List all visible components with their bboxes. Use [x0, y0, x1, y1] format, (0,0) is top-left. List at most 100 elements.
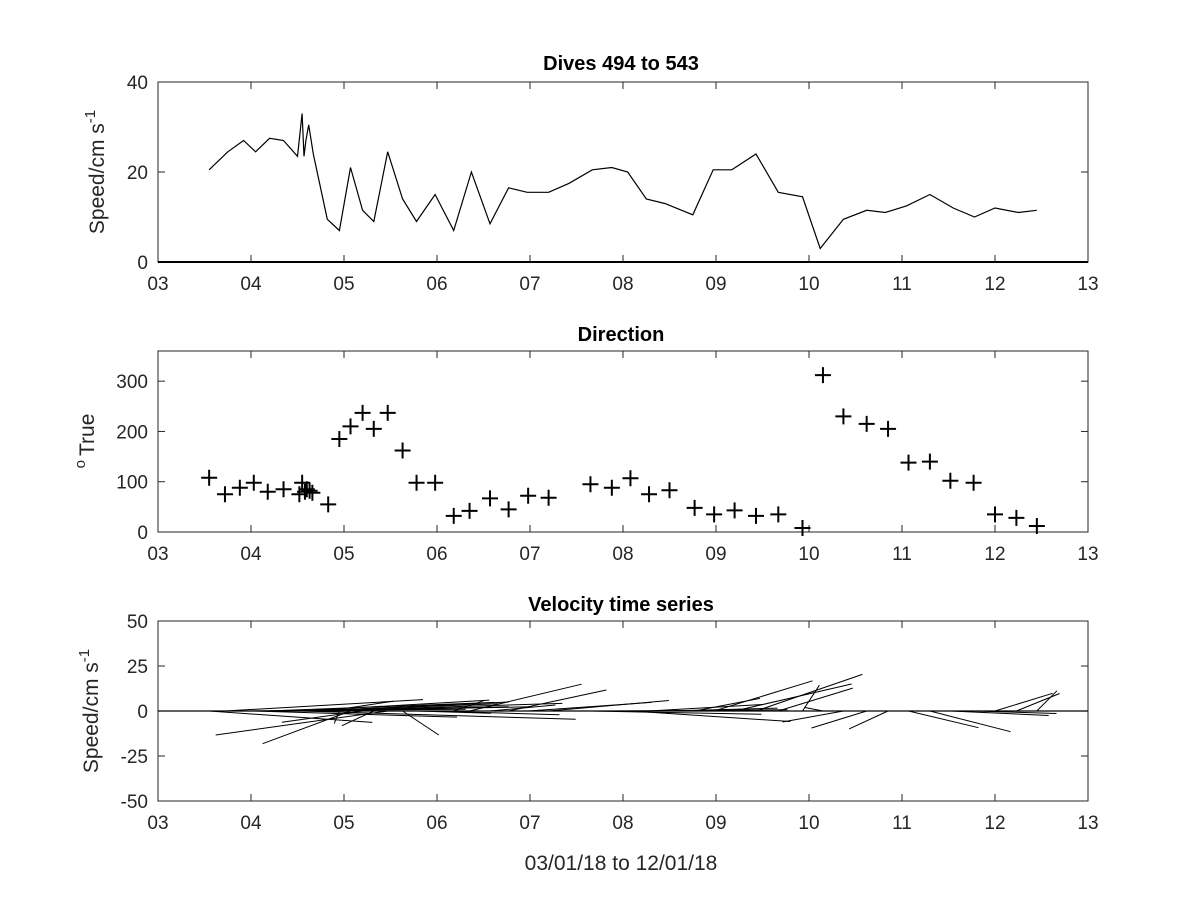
xtick-label: 08	[612, 274, 633, 295]
velocity-stick	[734, 683, 852, 712]
direction-point	[445, 507, 462, 524]
direction-point	[394, 442, 411, 459]
xtick-label: 03	[147, 274, 168, 295]
direction-ytick-labels: 0 100 200 300	[116, 372, 1088, 544]
direction-point	[880, 420, 897, 437]
ytick-label: 20	[127, 163, 148, 184]
direction-point	[706, 506, 723, 523]
direction-panel: Direction 03 04 05 06 07 08 09 10 11 12 13 0 100 200…	[72, 324, 1099, 565]
direction-point	[379, 404, 396, 421]
velocity-stick	[435, 710, 560, 716]
velocity-xlabel: 03/01/18 to 12/01/18	[525, 852, 718, 875]
direction-point	[245, 474, 262, 491]
direction-point	[582, 476, 599, 493]
direction-point	[427, 474, 444, 491]
velocity-stick	[630, 710, 791, 722]
xtick-label: 03	[147, 544, 168, 565]
velocity-stick	[908, 710, 979, 729]
xtick-label: 13	[1077, 274, 1098, 295]
xtick-label: 04	[240, 813, 262, 834]
xtick-label: 08	[612, 813, 633, 834]
direction-point	[304, 484, 321, 501]
velocity-stick	[299, 699, 490, 712]
velocity-stick	[755, 673, 863, 712]
direction-point	[275, 481, 292, 498]
direction-point	[747, 507, 764, 524]
velocity-stick	[333, 710, 340, 724]
velocity-stick	[402, 710, 440, 736]
velocity-stick	[802, 684, 820, 712]
direction-point	[921, 453, 938, 470]
direction-point	[500, 501, 517, 518]
xtick-label: 13	[1077, 544, 1098, 565]
speed-title: Dives 494 to 543	[543, 53, 699, 75]
direction-point	[259, 483, 276, 500]
direction-title: Direction	[578, 324, 665, 346]
velocity-stick	[453, 699, 485, 712]
velocity-stick	[253, 710, 457, 718]
direction-point	[726, 502, 743, 519]
direction-point	[342, 418, 359, 435]
speed-ylabel: Speed/cm s-1	[82, 110, 109, 234]
direction-point	[201, 469, 218, 486]
velocity-ylabel: Speed/cm s-1	[76, 649, 103, 773]
velocity-stick	[929, 710, 1011, 733]
direction-point	[987, 506, 1003, 523]
direction-point	[858, 415, 875, 432]
direction-point	[814, 367, 831, 384]
direction-point	[900, 454, 917, 471]
velocity-panel: Velocity time series 03 04 05 06 07 08 09 10 11 1…	[76, 594, 1099, 875]
direction-point	[408, 474, 425, 491]
direction-ylabel: o True	[72, 414, 99, 469]
xtick-label: 13	[1077, 813, 1098, 834]
direction-point	[1008, 509, 1025, 526]
velocity-stick	[1036, 690, 1058, 712]
speed-line	[208, 113, 1037, 250]
ytick-label: 200	[116, 422, 148, 443]
direction-point	[461, 502, 478, 519]
xtick-label: 12	[984, 544, 1005, 565]
xtick-label: 06	[426, 813, 447, 834]
xtick-label: 05	[333, 813, 354, 834]
speed-ylabel-text: Speed/cm s	[86, 123, 109, 234]
velocity-stick	[262, 710, 351, 745]
direction-point	[365, 420, 382, 437]
velocity-stick	[950, 710, 1049, 716]
velocity-stick	[848, 710, 889, 730]
velocity-stick	[782, 710, 844, 723]
xtick-label: 07	[519, 544, 540, 565]
velocity-stick	[309, 702, 563, 712]
direction-plot	[201, 367, 1045, 536]
direction-point	[231, 479, 248, 496]
velocity-stick	[416, 710, 492, 714]
xtick-label: 07	[519, 274, 540, 295]
direction-point	[603, 479, 620, 496]
direction-point	[622, 470, 639, 487]
xtick-label: 10	[798, 274, 819, 295]
direction-ylabel-superscript: o	[72, 460, 89, 468]
direction-point	[520, 487, 537, 504]
xtick-label: 05	[333, 544, 354, 565]
ytick-label: 40	[127, 73, 148, 94]
direction-point	[686, 499, 703, 516]
xtick-label: 12	[984, 813, 1005, 834]
velocity-stick	[281, 710, 363, 723]
xtick-label: 09	[705, 813, 726, 834]
velocity-stick	[778, 687, 853, 712]
svg-text:Speed/cm s-1: Speed/cm s-1	[82, 110, 109, 234]
direction-point	[540, 489, 557, 506]
direction-point	[320, 496, 337, 513]
velocity-stick	[1016, 693, 1060, 712]
velocity-stick	[994, 692, 1053, 712]
xtick-label: 07	[519, 813, 540, 834]
xtick-label: 05	[333, 274, 354, 295]
ytick-label: -50	[121, 792, 148, 813]
ytick-label: 0	[137, 253, 148, 274]
direction-point	[942, 472, 959, 489]
velocity-ylabel-text: Speed/cm s	[80, 662, 103, 773]
direction-point	[641, 486, 658, 503]
velocity-xtick-labels: 03 04 05 06 07 08 09 10 11 12 13	[147, 621, 1099, 834]
velocity-stick	[973, 710, 1057, 714]
velocity-stick	[508, 689, 607, 712]
